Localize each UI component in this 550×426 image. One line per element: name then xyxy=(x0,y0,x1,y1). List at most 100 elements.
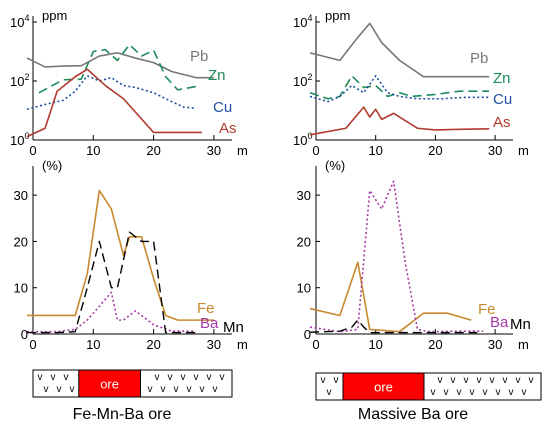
v-mark: v xyxy=(220,372,225,383)
series-label-fe: Fe xyxy=(478,301,496,318)
series-label-cu: Cu xyxy=(493,91,512,108)
x-axis-label: m xyxy=(237,143,248,158)
y-tick-label: 100 xyxy=(293,131,312,148)
v-mark: v xyxy=(194,372,199,383)
x-tick-label: 10 xyxy=(86,337,100,352)
series-line-zn xyxy=(38,43,196,94)
chart-right-trace: 0 10 20 30 100 102 104 ppm m Pb Zn Cu As xyxy=(293,8,529,158)
series-label-zn: Zn xyxy=(208,67,226,84)
y-tick-label: 30 xyxy=(14,188,28,203)
v-mark: v xyxy=(522,387,527,398)
series-line-as xyxy=(309,106,490,136)
v-mark: v xyxy=(207,372,212,383)
v-mark: v xyxy=(334,375,339,386)
v-mark: v xyxy=(174,384,179,395)
x-tick-label: 10 xyxy=(368,337,382,352)
y-tick-label: 20 xyxy=(297,234,311,249)
x-tick-label: 10 xyxy=(368,143,382,158)
v-mark: v xyxy=(168,372,173,383)
series-label-mn: Mn xyxy=(223,319,244,336)
series-line-pb xyxy=(26,52,214,79)
v-mark: v xyxy=(51,372,56,383)
x-tick-label: 20 xyxy=(146,337,160,352)
x-tick-label: 30 xyxy=(488,337,502,352)
v-mark: v xyxy=(148,384,153,395)
y-axis-label: ppm xyxy=(42,8,67,23)
y-tick-label: 0 xyxy=(304,327,311,342)
ore-body xyxy=(78,369,141,398)
x-axis-label: m xyxy=(518,337,529,352)
series-label-cu: Cu xyxy=(213,99,232,116)
v-mark: v xyxy=(155,372,160,383)
series-line-zn xyxy=(309,75,490,100)
v-mark: v xyxy=(38,372,43,383)
x-tick-label: 30 xyxy=(207,337,221,352)
ore-label: ore xyxy=(100,377,119,392)
section-caption: Massive Ba ore xyxy=(358,406,468,423)
v-mark: v xyxy=(457,387,462,398)
v-mark: v xyxy=(187,384,192,395)
v-mark: v xyxy=(444,387,449,398)
v-mark: v xyxy=(490,375,495,386)
series-label-ba: Ba xyxy=(490,314,509,331)
series-line-mn xyxy=(26,231,196,334)
series-line-cu xyxy=(309,75,490,103)
v-mark: v xyxy=(464,375,469,386)
x-tick-label: 0 xyxy=(29,337,36,352)
v-mark: v xyxy=(470,387,475,398)
y-tick-label: 30 xyxy=(297,188,311,203)
series-line-pb xyxy=(309,22,490,78)
series-label-pb: Pb xyxy=(470,50,488,67)
v-mark: v xyxy=(431,387,436,398)
x-tick-label: 0 xyxy=(312,143,319,158)
y-axis-label: (%) xyxy=(325,158,345,173)
v-mark: v xyxy=(327,387,332,398)
series-label-ba: Ba xyxy=(200,315,219,332)
x-tick-label: 30 xyxy=(207,143,221,158)
y-tick-label: 20 xyxy=(14,234,28,249)
v-mark: v xyxy=(161,384,166,395)
y-tick-label: 10 xyxy=(14,281,28,296)
y-tick-label: 104 xyxy=(10,13,29,30)
series-line-ba xyxy=(309,180,484,333)
v-mark: v xyxy=(321,375,326,386)
y-tick-label: 0 xyxy=(21,327,28,342)
v-mark: v xyxy=(44,384,49,395)
series-line-mn xyxy=(310,319,478,334)
v-mark: v xyxy=(181,372,186,383)
x-tick-label: 20 xyxy=(428,143,442,158)
series-label-as: As xyxy=(219,120,237,137)
series-label-pb: Pb xyxy=(190,48,208,65)
series-line-cu xyxy=(26,75,196,111)
x-tick-label: 30 xyxy=(488,143,502,158)
x-tick-label: 0 xyxy=(312,337,319,352)
x-tick-label: 20 xyxy=(428,337,442,352)
series-label-mn: Mn xyxy=(510,316,531,333)
y-tick-label: 100 xyxy=(10,131,29,148)
v-mark: v xyxy=(529,375,534,386)
series-label-zn: Zn xyxy=(493,70,511,87)
v-mark: v xyxy=(70,384,75,395)
ore-body xyxy=(342,372,425,401)
x-axis-label: m xyxy=(518,143,529,158)
series-label-fe: Fe xyxy=(197,300,215,317)
y-tick-label: 102 xyxy=(10,72,29,89)
v-mark: v xyxy=(503,375,508,386)
series-line-fe xyxy=(26,189,214,321)
v-mark: v xyxy=(496,387,501,398)
v-mark: v xyxy=(213,384,218,395)
ore-label: ore xyxy=(374,380,393,395)
v-mark: v xyxy=(477,375,482,386)
x-axis-label: m xyxy=(237,337,248,352)
series-line-fe xyxy=(309,261,472,333)
v-mark: v xyxy=(516,375,521,386)
v-mark: v xyxy=(200,384,205,395)
